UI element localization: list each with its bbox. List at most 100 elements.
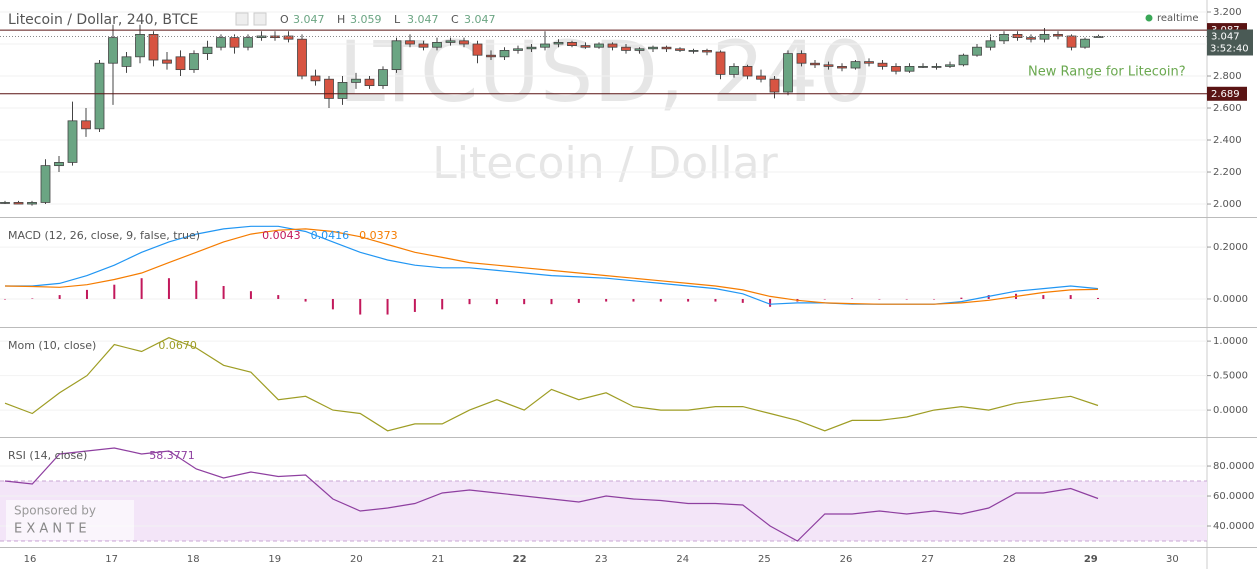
y-tick-label: 1.0000 [1213, 336, 1248, 347]
legend-value: 0.0416 [311, 229, 350, 242]
sponsor-name: E X A N T E [14, 522, 87, 537]
y-tick-label: 0.2000 [1213, 242, 1248, 253]
candle-body [40, 165, 51, 203]
y-tick-label: 60.0000 [1213, 491, 1254, 502]
candle-body [958, 54, 969, 66]
histogram-bar [769, 298, 772, 307]
last-price-label: 3.047 [1211, 31, 1240, 42]
x-tick-label: 28 [1003, 554, 1016, 565]
histogram-bar [550, 298, 553, 305]
countdown: 3:52:40 [1210, 43, 1249, 54]
x-tick-label: 30 [1166, 554, 1179, 565]
histogram-bar [58, 295, 61, 299]
sponsor-text: Sponsored by [14, 504, 96, 518]
candle-body [864, 61, 874, 64]
histogram-bar [687, 298, 690, 302]
x-tick-label: 20 [350, 554, 363, 565]
histogram-bar [441, 298, 444, 310]
icon[interactable] [253, 12, 267, 26]
candle-body [742, 66, 753, 77]
candle-body [1080, 38, 1090, 48]
ohlc-value: 3.047 [293, 13, 325, 26]
candle-body [67, 120, 78, 163]
legend-value: 58.3771 [149, 449, 195, 462]
ohlc-key: H [337, 13, 345, 26]
watermark-name: Litecoin / Dollar [432, 138, 778, 189]
last-price-box [1207, 29, 1253, 56]
candle-body [1066, 35, 1077, 48]
candle-body [472, 43, 483, 56]
candle-body [418, 43, 429, 48]
candle-body [648, 46, 658, 50]
candle-body [243, 37, 253, 48]
x-tick-label: 23 [595, 554, 608, 565]
candle-body [13, 202, 24, 205]
candle-body [121, 56, 132, 67]
histogram-bar [331, 298, 334, 310]
candle-body [310, 75, 321, 82]
annotation: New Range for Litecoin? [1028, 65, 1186, 80]
candle-body [823, 64, 834, 67]
price-label: 2.689 [1211, 89, 1240, 100]
candle-body [850, 61, 861, 69]
ohlc-key: O [280, 13, 289, 26]
ohlc-value: 3.059 [350, 13, 382, 26]
x-tick-label: 26 [840, 554, 853, 565]
x-tick-label: 21 [432, 554, 445, 565]
histogram-bar [960, 297, 963, 299]
indicator-title: Mom (10, close) [8, 339, 96, 352]
candle-body [810, 62, 820, 66]
candle-body [540, 43, 550, 48]
candle-body [553, 42, 564, 45]
candle-body [580, 45, 591, 48]
legend-value: 0.0373 [359, 229, 398, 242]
candle-body [351, 78, 361, 83]
ohlc-value: 3.047 [407, 13, 439, 26]
candle-body [877, 62, 888, 67]
y-tick-label: 80.0000 [1213, 461, 1254, 472]
candle-body [729, 66, 739, 75]
candle-body [337, 82, 348, 99]
histogram-bar [4, 298, 6, 300]
band [0, 481, 1207, 542]
y-tick-label: 40.0000 [1213, 521, 1254, 532]
histogram-bar [113, 284, 116, 299]
histogram-bar [632, 298, 635, 302]
status: realtime [1157, 13, 1199, 24]
y-tick-label: 2.000 [1213, 199, 1242, 210]
candle-body [499, 50, 510, 58]
histogram-bar [987, 295, 990, 299]
candle-body [364, 78, 375, 87]
candle-body [0, 202, 10, 204]
candle-body [486, 54, 496, 58]
y-tick-label: 0.0000 [1213, 405, 1248, 416]
candle-body [931, 66, 942, 68]
x-tick-label: 22 [513, 554, 527, 565]
status-dot [1145, 14, 1153, 22]
candle-body [378, 69, 388, 87]
price-label-box [1207, 86, 1247, 101]
candle-body [621, 46, 631, 51]
x-tick-label: 18 [187, 554, 200, 565]
candle-body [27, 202, 37, 205]
x-tick-label: 17 [105, 554, 118, 565]
histogram-bar [851, 298, 854, 299]
candle-body [675, 48, 685, 51]
candle-body [837, 66, 847, 69]
candle-body [526, 46, 537, 50]
y-tick-label: 0.5000 [1213, 371, 1248, 382]
icon[interactable] [235, 12, 249, 26]
indicator-title: MACD (12, 26, close, 9, false, true) [8, 229, 200, 242]
y-tick-label: 2.800 [1213, 71, 1242, 82]
candle-body [756, 75, 766, 80]
y-tick-label: 0.0000 [1213, 294, 1248, 305]
candle-body [1053, 34, 1063, 37]
candle-body [1026, 37, 1036, 40]
candle-body [796, 53, 807, 64]
indicator-line [4, 337, 1099, 432]
candle-body [634, 48, 645, 51]
candle-body [189, 53, 199, 71]
candle-body [918, 66, 928, 68]
candle-body [567, 42, 577, 47]
candle-body [324, 78, 334, 99]
